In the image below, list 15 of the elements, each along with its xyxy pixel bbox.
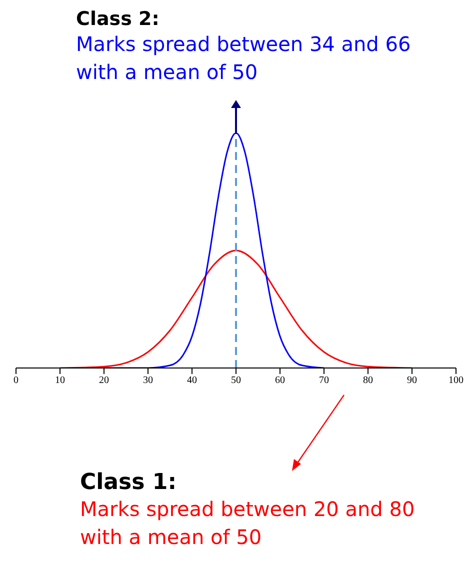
x-tick-label: 50 — [231, 375, 241, 386]
text: Marks spread between 20 and 80 with a mean of 50 — [80, 496, 416, 551]
x-tick-label: 30 — [143, 375, 153, 386]
x-tick-label: 20 — [99, 375, 109, 386]
x-tick-label: 0 — [14, 375, 18, 386]
x-tick-label: 60 — [275, 375, 285, 386]
text: Class 1: — [80, 470, 178, 495]
text: Marks spread between 34 and 66 with a mean of 50 — [76, 31, 412, 86]
x-tick-label: 100 — [448, 375, 464, 386]
x-tick-label: 10 — [55, 375, 65, 386]
x-tick-label: 70 — [319, 375, 329, 386]
x-tick-label: 90 — [407, 375, 417, 386]
x-tick-label: 40 — [187, 375, 197, 386]
x-tick-label: 80 — [363, 375, 373, 386]
text: Class 2: — [76, 8, 160, 30]
